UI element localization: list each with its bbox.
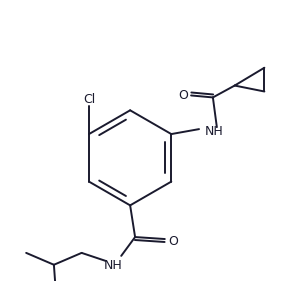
Text: Cl: Cl <box>83 93 95 106</box>
Text: O: O <box>168 235 178 248</box>
Text: O: O <box>178 89 188 102</box>
Text: NH: NH <box>205 125 224 138</box>
Text: NH: NH <box>104 259 123 272</box>
